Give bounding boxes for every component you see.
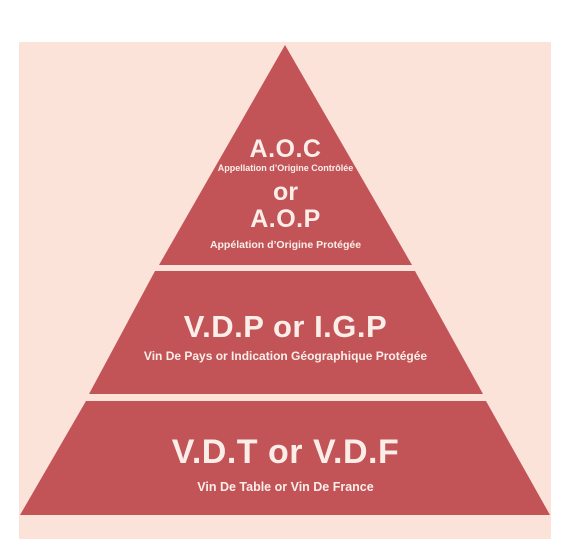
tier-top-title-aoc: A.O.C	[249, 135, 322, 163]
tier-top-title-aop: A.O.P	[250, 205, 321, 233]
pyramid-tier-bottom	[20, 401, 550, 515]
tier-top-subtitle-aoc: Appellation d’Origine Contrôlée	[217, 163, 354, 173]
pyramid-tier-middle	[89, 271, 483, 394]
pyramid-tier-top	[159, 45, 412, 265]
tier-middle-title: V.D.P or I.G.P	[183, 309, 388, 344]
tier-bottom-subtitle: Vin De Table or Vin De France	[197, 480, 374, 494]
tier-middle-subtitle: Vin De Pays or Indication Géographique P…	[143, 349, 428, 363]
tier-top-subtitle-aop: Appélation d’Origine Protégée	[209, 239, 362, 251]
tier-bottom-title: V.D.T or V.D.F	[171, 433, 400, 471]
tier-top-connector: or	[273, 178, 298, 206]
